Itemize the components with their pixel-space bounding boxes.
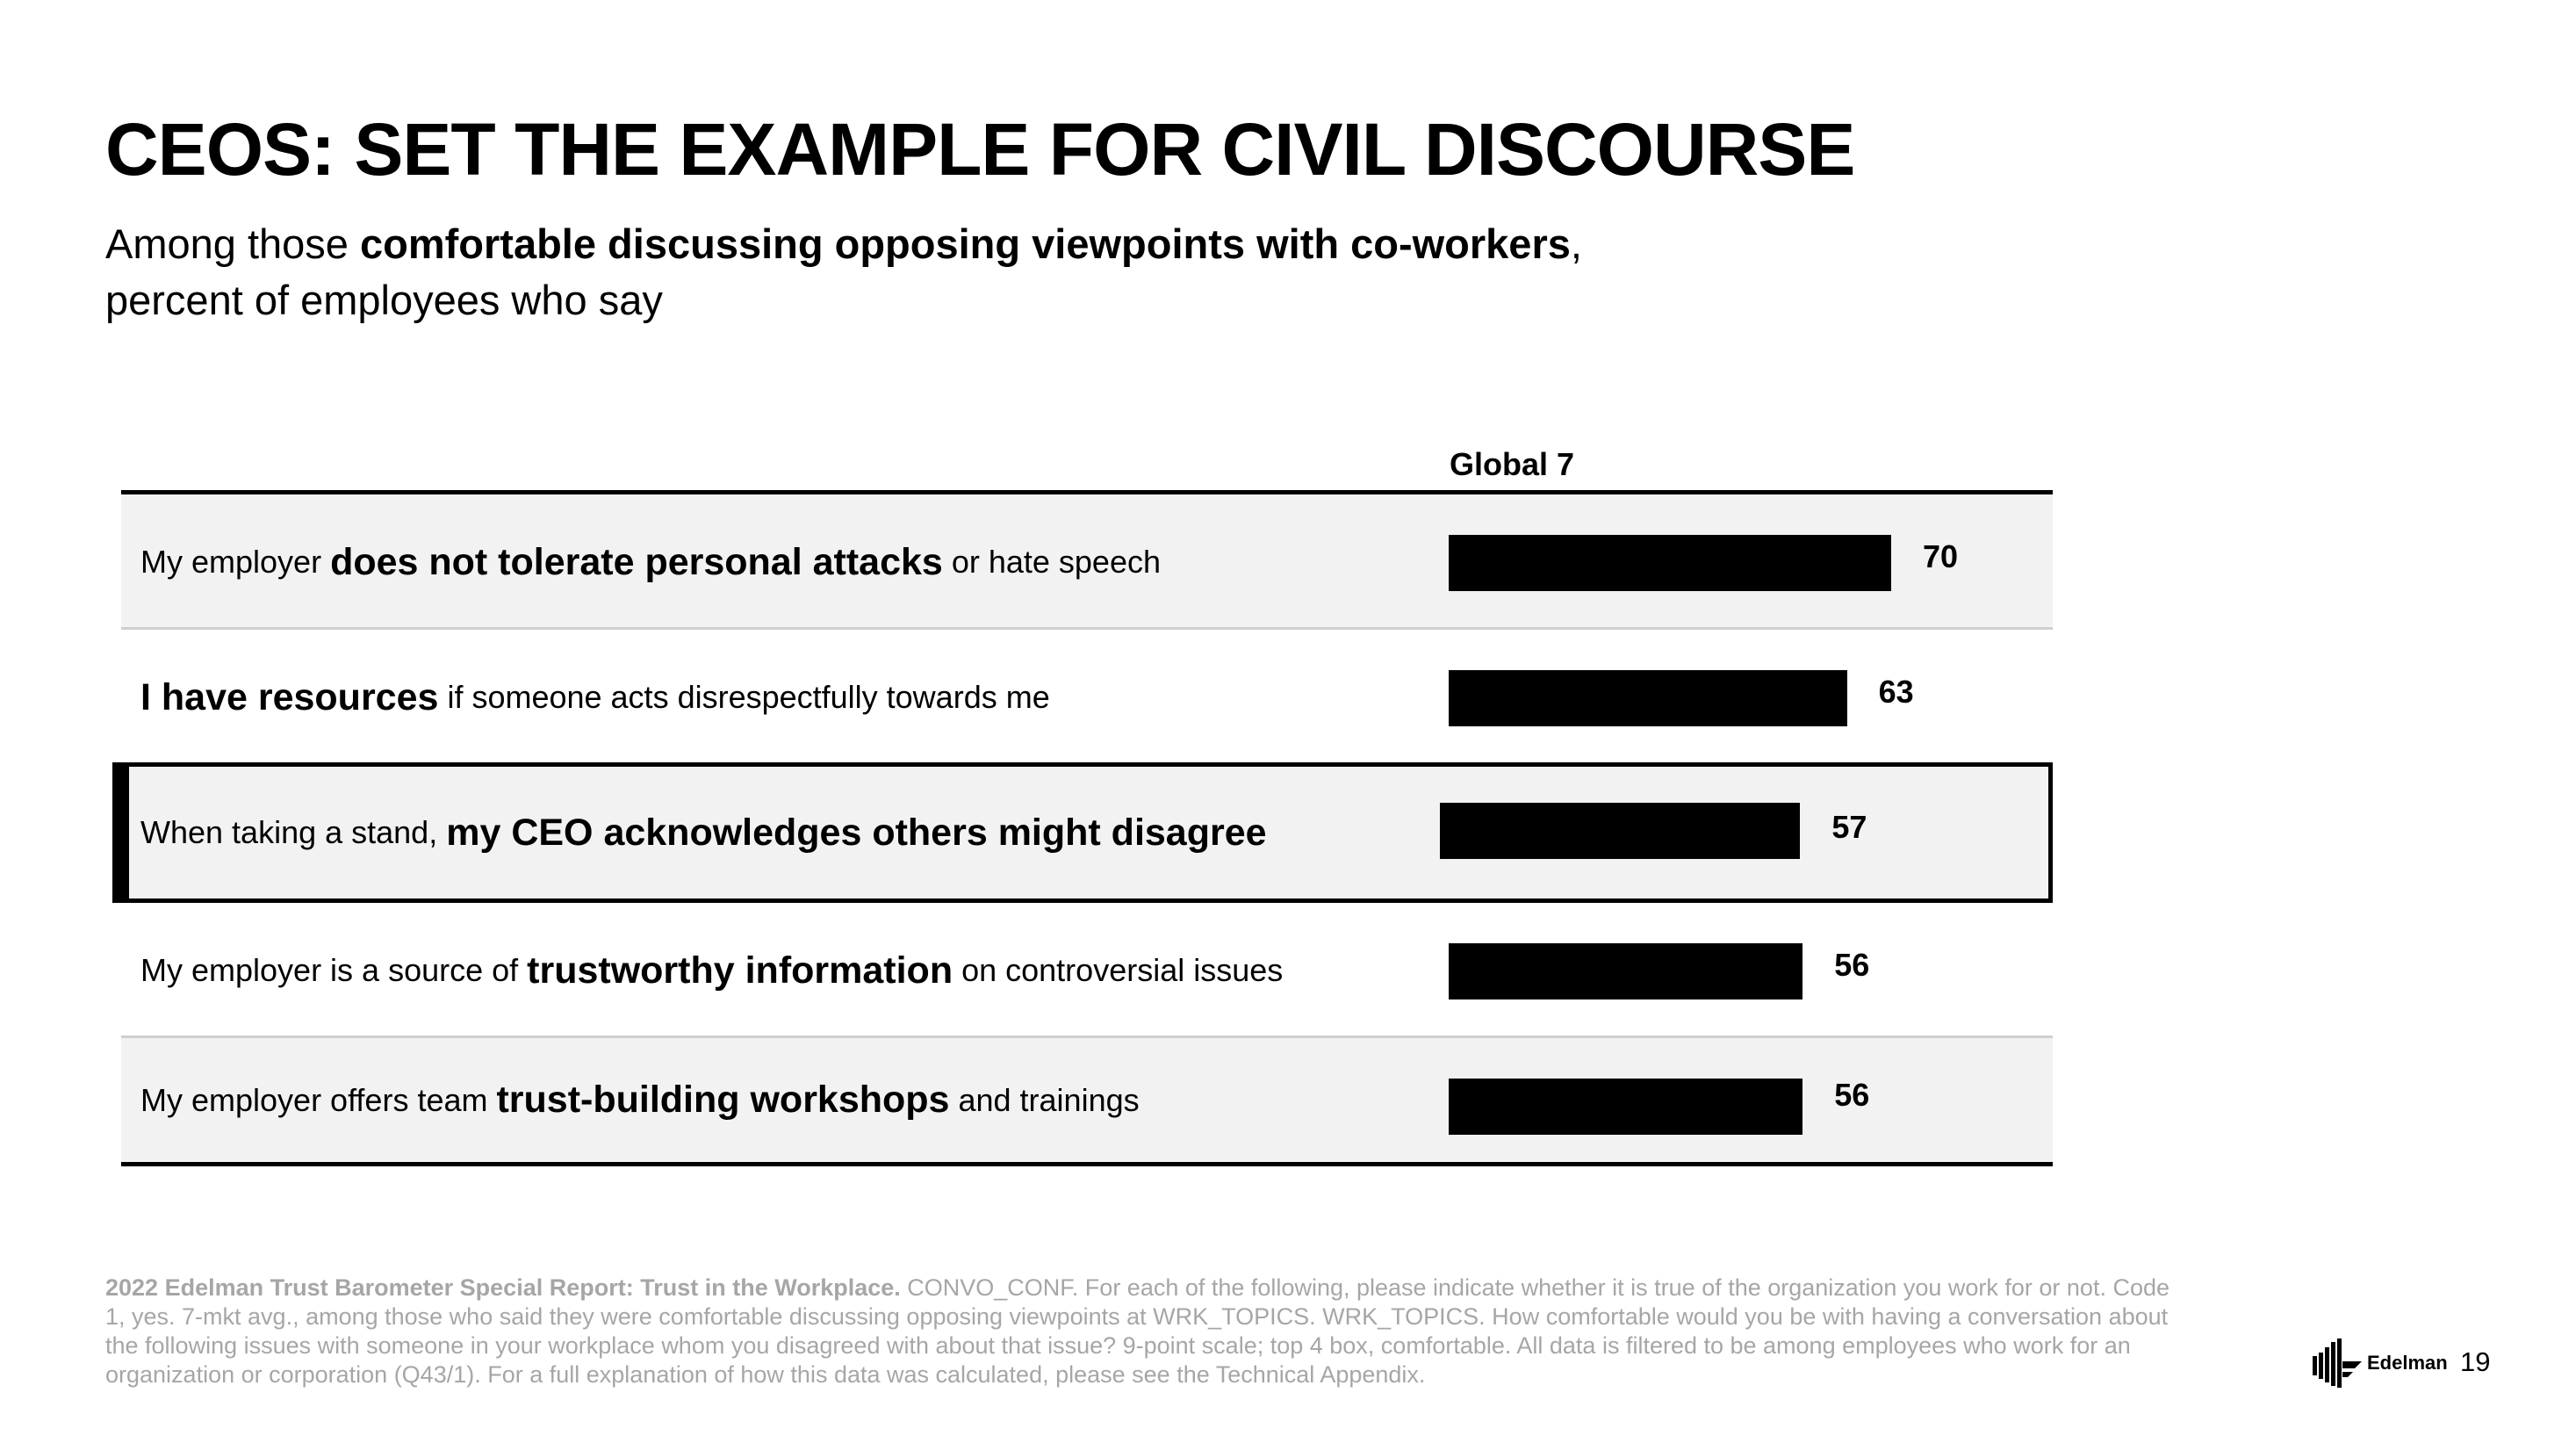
row-label: I have resources if someone acts disresp… — [140, 630, 1440, 765]
bar — [1449, 670, 1847, 726]
table-row: My employer does not tolerate personal a… — [121, 494, 2053, 630]
data-label: 70 — [1923, 538, 1959, 574]
bar — [1449, 943, 1803, 999]
edelman-logo: Edelman — [2311, 1335, 2448, 1391]
page-number: 19 — [2460, 1346, 2491, 1377]
logo-text: Edelman — [2367, 1352, 2448, 1374]
table-row-highlighted: When taking a stand, my CEO acknowledges… — [112, 762, 2053, 903]
row-label: My employer offers team trust-building w… — [140, 1038, 1440, 1162]
row-label-post: or hate speech — [942, 544, 1161, 580]
row-label: My employer is a source of trustworthy i… — [140, 903, 1440, 1038]
table-row: My employer is a source of trustworthy i… — [121, 903, 2053, 1038]
footnote-text: CONVO_CONF. For each of the following, p… — [105, 1274, 2169, 1388]
highlight-accent-bar — [117, 767, 129, 898]
page-title: CEOS: SET THE EXAMPLE FOR CIVIL DISCOURS… — [105, 108, 1855, 191]
row-label-post: and trainings — [949, 1081, 1140, 1118]
row-label-pre: My employer offers team — [140, 1081, 497, 1118]
subtitle: Among those comfortable discussing oppos… — [105, 216, 1949, 328]
footnote: 2022 Edelman Trust Barometer Special Rep… — [105, 1274, 2195, 1389]
row-label-bold: trust-building workshops — [496, 1079, 950, 1121]
bar — [1449, 1079, 1803, 1135]
subtitle-bold: comfortable discussing opposing viewpoin… — [360, 220, 1571, 267]
column-header: Global 7 — [1450, 446, 1575, 482]
row-label-bold: my CEO acknowledges others might disagre… — [446, 811, 1267, 854]
table-bottom-rule — [121, 1162, 2053, 1166]
row-label-bold: trustworthy information — [527, 949, 953, 992]
row-label: When taking a stand, my CEO acknowledges… — [140, 767, 1440, 898]
row-label-bold: does not tolerate personal attacks — [330, 540, 943, 583]
table-row: My employer offers team trust-building w… — [121, 1038, 2053, 1162]
edelman-logo-icon — [2313, 1339, 2362, 1388]
subtitle-line2: percent of employees who say — [105, 277, 663, 323]
bar-chart-table: My employer does not tolerate personal a… — [112, 490, 2053, 1166]
subtitle-pre: Among those — [105, 220, 361, 267]
row-label-post: on controversial issues — [953, 952, 1284, 988]
row-label-post: if someone acts disrespectfully towards … — [438, 679, 1050, 715]
row-label-pre: My employer — [140, 544, 331, 580]
table-row: I have resources if someone acts disresp… — [121, 630, 2053, 765]
footnote-source: 2022 Edelman Trust Barometer Special Rep… — [105, 1274, 901, 1301]
data-label: 56 — [1834, 1076, 1870, 1113]
data-label: 63 — [1878, 674, 1914, 710]
table-top-rule — [121, 490, 2053, 494]
bar — [1449, 535, 1891, 591]
row-label-pre: My employer is a source of — [140, 952, 528, 988]
data-label: 56 — [1834, 947, 1870, 983]
bar — [1440, 803, 1801, 859]
row-label-pre: When taking a stand, — [140, 814, 447, 850]
row-label-bold: I have resources — [140, 675, 439, 718]
row-label: My employer does not tolerate personal a… — [140, 494, 1440, 630]
subtitle-post: , — [1570, 220, 1582, 267]
data-label: 57 — [1831, 809, 1867, 845]
